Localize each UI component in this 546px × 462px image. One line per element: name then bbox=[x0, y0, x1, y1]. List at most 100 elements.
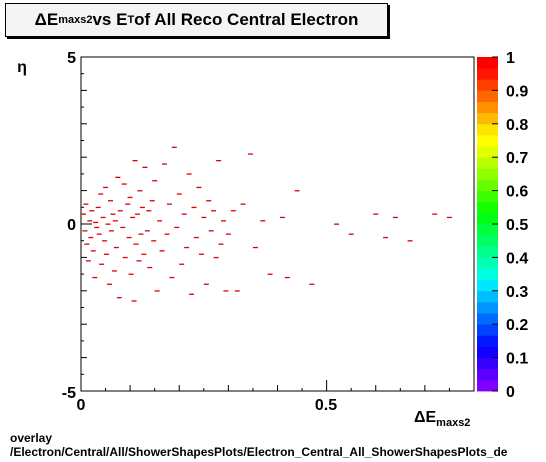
data-point-54 bbox=[152, 180, 158, 182]
data-point-6 bbox=[88, 236, 94, 239]
color-scale-segment bbox=[477, 68, 498, 80]
plot-frame bbox=[80, 56, 475, 392]
data-point-95 bbox=[309, 283, 315, 285]
color-scale-label: 0.1 bbox=[506, 351, 528, 368]
data-point-40 bbox=[132, 160, 138, 162]
y-tick-5: 5 bbox=[67, 50, 76, 67]
color-scale-segment bbox=[477, 235, 498, 247]
data-points bbox=[81, 146, 452, 302]
data-point-99 bbox=[383, 236, 389, 239]
data-point-97 bbox=[348, 233, 354, 235]
footer-line-2: /Electron/Central/All/ShowerShapesPlots/… bbox=[10, 445, 508, 459]
data-point-55 bbox=[154, 290, 160, 292]
data-point-10 bbox=[93, 221, 99, 224]
data-point-60 bbox=[166, 203, 172, 205]
color-scale-segment bbox=[477, 346, 498, 358]
color-scale-segment bbox=[477, 368, 498, 381]
data-point-41 bbox=[133, 243, 139, 245]
data-point-7 bbox=[89, 210, 95, 212]
color-scale-segment bbox=[477, 168, 498, 180]
title-delta: ΔE bbox=[34, 10, 59, 29]
x-axis-label: ΔEmaxs2 bbox=[414, 409, 470, 429]
data-point-101 bbox=[407, 240, 413, 242]
data-point-45 bbox=[138, 233, 144, 235]
data-point-29 bbox=[116, 297, 122, 299]
color-scale-segment bbox=[477, 224, 498, 236]
data-point-50 bbox=[146, 210, 152, 212]
title-sub-maxs2: maxs2 bbox=[58, 14, 93, 26]
data-point-18 bbox=[103, 186, 109, 189]
data-point-82 bbox=[221, 220, 226, 222]
data-point-2 bbox=[83, 203, 89, 205]
data-point-12 bbox=[95, 206, 101, 209]
color-scale-segment bbox=[477, 268, 498, 281]
data-point-84 bbox=[225, 233, 231, 235]
color-scale-segment bbox=[477, 179, 498, 191]
title-sub-t: T bbox=[127, 14, 135, 26]
data-point-14 bbox=[98, 193, 104, 195]
data-point-42 bbox=[135, 213, 140, 215]
color-scale-segment bbox=[477, 290, 498, 303]
data-point-5 bbox=[87, 220, 93, 222]
data-point-86 bbox=[234, 290, 240, 292]
color-scale-segment bbox=[477, 324, 498, 336]
color-scale-bar bbox=[477, 57, 498, 392]
color-scale-segment bbox=[477, 301, 498, 314]
data-point-51 bbox=[147, 266, 153, 269]
color-scale-segment bbox=[477, 257, 498, 269]
data-point-71 bbox=[193, 236, 199, 239]
data-point-48 bbox=[142, 166, 148, 168]
color-scale-segment bbox=[477, 190, 498, 203]
footer: overlay /Electron/Central/All/ShowerShap… bbox=[10, 431, 507, 459]
data-point-73 bbox=[198, 253, 204, 255]
color-scale-segment bbox=[477, 201, 498, 214]
data-point-32 bbox=[121, 183, 127, 185]
axis-ticks bbox=[80, 56, 475, 392]
data-point-47 bbox=[141, 253, 147, 255]
color-scale-segment bbox=[477, 101, 498, 114]
data-point-102 bbox=[432, 213, 438, 215]
data-point-88 bbox=[248, 153, 253, 155]
data-point-46 bbox=[139, 206, 145, 209]
color-scale-segment bbox=[477, 134, 498, 147]
data-point-76 bbox=[206, 200, 212, 202]
data-point-85 bbox=[230, 210, 236, 212]
data-point-98 bbox=[373, 213, 379, 215]
data-point-13 bbox=[96, 233, 102, 235]
data-point-52 bbox=[149, 200, 155, 202]
data-point-43 bbox=[136, 260, 142, 262]
data-point-9 bbox=[92, 276, 98, 279]
color-scale-label: 0.2 bbox=[506, 317, 528, 334]
data-point-89 bbox=[252, 246, 258, 249]
data-point-34 bbox=[125, 203, 131, 205]
color-scale-segment bbox=[477, 112, 498, 125]
data-point-17 bbox=[102, 240, 108, 242]
data-point-74 bbox=[201, 216, 207, 219]
color-scale-label: 0.3 bbox=[506, 284, 528, 301]
color-scale-label: 0.6 bbox=[506, 184, 528, 201]
data-point-4 bbox=[85, 260, 91, 262]
data-point-31 bbox=[120, 226, 126, 229]
data-point-53 bbox=[151, 240, 157, 242]
data-point-91 bbox=[267, 273, 273, 275]
data-point-26 bbox=[112, 220, 118, 222]
y-tick-0: 0 bbox=[67, 217, 76, 234]
data-point-62 bbox=[171, 146, 177, 148]
color-scale-segment bbox=[477, 79, 498, 91]
data-point-90 bbox=[260, 220, 266, 222]
color-scale-label: 0.4 bbox=[506, 250, 528, 267]
color-scale-segment bbox=[477, 157, 498, 169]
color-scale-segment bbox=[477, 90, 498, 102]
data-point-64 bbox=[176, 193, 182, 195]
color-scale-segment bbox=[477, 246, 498, 258]
data-point-27 bbox=[113, 246, 119, 249]
data-point-38 bbox=[130, 216, 136, 219]
color-scale-label: 0 bbox=[506, 384, 515, 401]
data-point-24 bbox=[110, 213, 116, 215]
title-rest: of All Reco Central Electron bbox=[134, 10, 359, 29]
data-point-61 bbox=[169, 276, 175, 279]
color-scale-segment bbox=[477, 57, 498, 69]
color-scale-label: 0.8 bbox=[506, 117, 528, 134]
data-point-100 bbox=[392, 216, 398, 219]
